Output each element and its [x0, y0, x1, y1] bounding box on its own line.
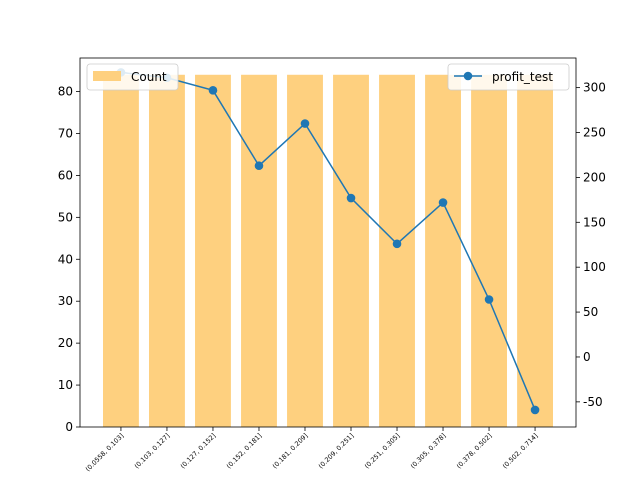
legend-marker-profit-test [463, 71, 473, 81]
right-tick-label: 200 [583, 170, 606, 184]
left-tick-label: 30 [58, 294, 73, 308]
legend-swatch-count [93, 71, 121, 81]
right-tick-label: 100 [583, 260, 606, 274]
bar [241, 74, 277, 427]
left-tick-label: 50 [58, 210, 73, 224]
x-tick-label: (0.209, 0.251] [317, 432, 355, 470]
line-layer [116, 68, 540, 415]
series-line-profit-test [120, 71, 536, 411]
right-tick-label: 150 [583, 215, 606, 229]
line-point [484, 295, 494, 304]
bar [149, 74, 185, 427]
left-tick-label: 40 [58, 252, 73, 266]
right-tick-label: 300 [583, 81, 606, 95]
line-point [438, 198, 448, 207]
x-tick-label: (0.502, 0.714] [501, 432, 539, 470]
right-tick-label: 50 [583, 305, 598, 319]
x-tick-label: (0.251, 0.305] [363, 432, 401, 470]
left-tick-label: 20 [58, 336, 73, 350]
x-tick-label: (0.152, 0.181] [225, 432, 263, 470]
bar [471, 74, 507, 427]
left-tick-label: 10 [58, 378, 73, 392]
legend-label-profit-test: profit_test [492, 70, 553, 84]
legend-box-bars [86, 63, 179, 91]
right-tick-label: 250 [583, 126, 606, 140]
line-point [530, 405, 540, 415]
line-point [392, 239, 402, 249]
line-point [300, 119, 310, 128]
bar [103, 74, 139, 427]
left-tick-label: 0 [65, 420, 73, 434]
left-tick-label: 60 [58, 168, 73, 182]
x-tick-label: (0.305, 0.378] [409, 432, 447, 470]
legend-layer: Count profit_test [86, 63, 570, 91]
right-tick-label: -50 [583, 395, 603, 409]
bar [287, 74, 323, 427]
left-tick-label: 70 [58, 126, 73, 140]
x-tick-label: (0.181, 0.209] [271, 432, 309, 470]
bar [195, 74, 231, 427]
bars-layer [103, 74, 553, 427]
line-point [346, 193, 356, 203]
plot-frame [79, 57, 577, 428]
bar [517, 74, 553, 427]
legend-label-count: Count [131, 70, 167, 84]
x-tick-label: (0.127, 0.152] [179, 432, 217, 470]
x-tick-label: (0.103, 0.127] [133, 432, 171, 470]
bar [333, 74, 369, 427]
left-tick-label: 80 [58, 85, 73, 99]
bar [425, 74, 461, 427]
x-tick-label: (0.378, 0.502] [455, 432, 493, 470]
bar [379, 74, 415, 427]
line-point [208, 86, 218, 95]
right-tick-label: 0 [583, 350, 591, 364]
x-tick-label: (0.0558, 0.103] [84, 432, 125, 473]
line-point [254, 161, 264, 171]
legend-box-line [447, 63, 570, 91]
